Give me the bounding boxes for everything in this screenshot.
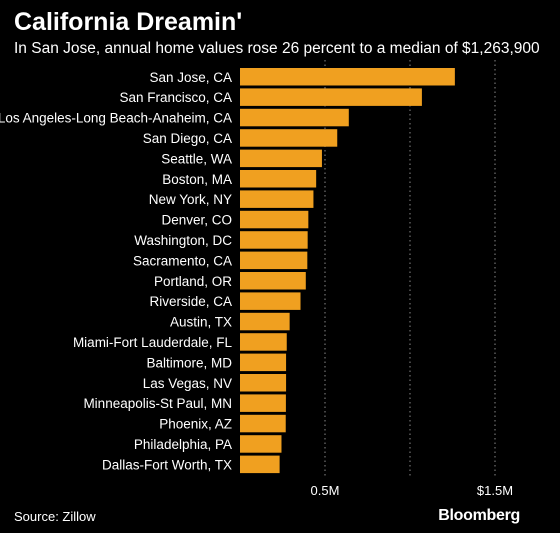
bar-13: [240, 333, 287, 351]
category-label-8: Washington, DC: [134, 233, 232, 248]
category-label-18: Philadelphia, PA: [134, 437, 232, 452]
category-label-3: San Diego, CA: [143, 131, 232, 146]
bar-3: [240, 129, 338, 147]
bar-14: [240, 353, 287, 372]
category-label-11: Riverside, CA: [149, 294, 232, 309]
category-label-6: New York, NY: [149, 192, 232, 207]
category-label-4: Seattle, WA: [161, 151, 232, 166]
category-label-2: Los Angeles-Long Beach-Anaheim, CA: [0, 111, 232, 126]
bar-5: [240, 170, 317, 188]
category-label-0: San Jose, CA: [149, 70, 232, 85]
source-note: Source: Zillow: [14, 509, 96, 524]
category-label-12: Austin, TX: [170, 315, 232, 330]
category-label-15: Las Vegas, NV: [143, 376, 232, 391]
bar-8: [240, 231, 308, 249]
bar-15: [240, 374, 287, 392]
category-label-7: Denver, CO: [161, 213, 232, 228]
category-label-1: San Francisco, CA: [119, 90, 232, 105]
category-label-17: Phoenix, AZ: [159, 417, 232, 432]
category-label-14: Baltimore, MD: [146, 355, 232, 370]
bar-12: [240, 312, 290, 331]
bar-0: [240, 68, 455, 86]
category-label-16: Minneapolis-St Paul, MN: [83, 396, 232, 411]
category-label-5: Boston, MA: [162, 172, 232, 187]
bar-10: [240, 272, 306, 290]
bar-17: [240, 414, 286, 433]
bar-6: [240, 190, 314, 208]
category-label-9: Sacramento, CA: [133, 253, 232, 268]
x-tick-label-2: $1.5M: [477, 483, 513, 498]
bloomberg-logo: Bloomberg: [438, 507, 520, 524]
category-label-19: Dallas-Fort Worth, TX: [102, 457, 232, 472]
bar-7: [240, 210, 309, 229]
bar-1: [240, 88, 422, 106]
chart-subtitle: In San Jose, annual home values rose 26 …: [14, 40, 540, 57]
bar-11: [240, 292, 301, 310]
category-label-10: Portland, OR: [154, 274, 232, 289]
category-label-13: Miami-Fort Lauderdale, FL: [73, 335, 233, 350]
bar-19: [240, 455, 280, 474]
bar-16: [240, 394, 286, 412]
bar-9: [240, 251, 308, 270]
bar-4: [240, 149, 322, 168]
chart-title: California Dreamin': [14, 8, 243, 36]
bar-2: [240, 108, 349, 127]
bar-18: [240, 435, 282, 453]
x-tick-label-0: 0.5M: [311, 483, 340, 498]
